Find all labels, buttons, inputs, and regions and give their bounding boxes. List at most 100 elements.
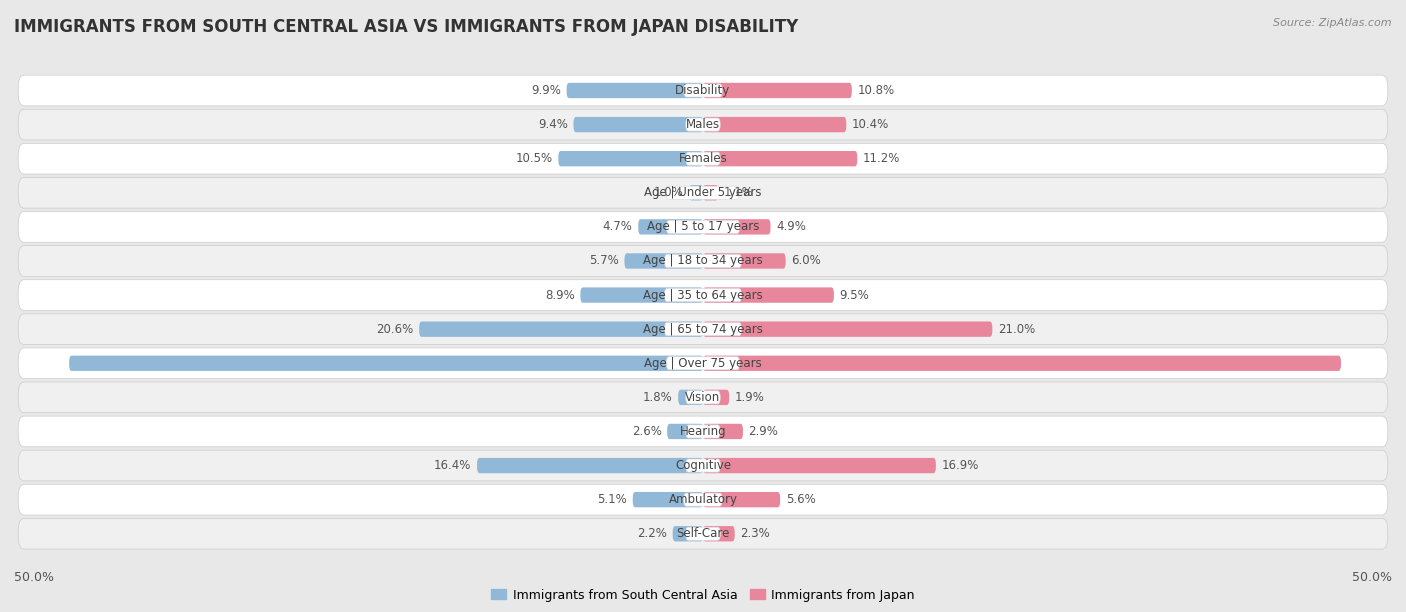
Text: 2.6%: 2.6% [631, 425, 662, 438]
FancyBboxPatch shape [683, 84, 723, 97]
FancyBboxPatch shape [703, 526, 735, 542]
Text: 11.2%: 11.2% [863, 152, 900, 165]
Text: Age | Over 75 years: Age | Over 75 years [644, 357, 762, 370]
Text: 4.7%: 4.7% [603, 220, 633, 233]
FancyBboxPatch shape [686, 118, 720, 131]
FancyBboxPatch shape [703, 492, 780, 507]
Text: Females: Females [679, 152, 727, 165]
Text: 5.7%: 5.7% [589, 255, 619, 267]
FancyBboxPatch shape [666, 357, 740, 370]
Text: 9.5%: 9.5% [839, 289, 869, 302]
Text: 1.1%: 1.1% [724, 186, 754, 200]
FancyBboxPatch shape [703, 356, 1341, 371]
Text: 21.0%: 21.0% [998, 323, 1035, 335]
FancyBboxPatch shape [678, 390, 703, 405]
FancyBboxPatch shape [69, 356, 703, 371]
FancyBboxPatch shape [18, 109, 1388, 140]
Text: 4.9%: 4.9% [776, 220, 806, 233]
FancyBboxPatch shape [703, 151, 858, 166]
Text: Source: ZipAtlas.com: Source: ZipAtlas.com [1274, 18, 1392, 28]
FancyBboxPatch shape [686, 425, 720, 438]
FancyBboxPatch shape [567, 83, 703, 98]
Text: 1.0%: 1.0% [654, 186, 683, 200]
FancyBboxPatch shape [703, 458, 936, 473]
FancyBboxPatch shape [703, 424, 742, 439]
Text: Self-Care: Self-Care [676, 528, 730, 540]
FancyBboxPatch shape [666, 186, 740, 200]
FancyBboxPatch shape [703, 288, 834, 303]
Text: 6.0%: 6.0% [792, 255, 821, 267]
Text: 10.8%: 10.8% [858, 84, 894, 97]
FancyBboxPatch shape [18, 450, 1388, 481]
Text: Males: Males [686, 118, 720, 131]
FancyBboxPatch shape [703, 83, 852, 98]
FancyBboxPatch shape [477, 458, 703, 473]
FancyBboxPatch shape [18, 416, 1388, 447]
Text: Vision: Vision [685, 391, 721, 404]
FancyBboxPatch shape [666, 220, 740, 233]
Text: Age | 35 to 64 years: Age | 35 to 64 years [643, 289, 763, 302]
FancyBboxPatch shape [703, 321, 993, 337]
Text: Ambulatory: Ambulatory [668, 493, 738, 506]
Text: 5.1%: 5.1% [598, 493, 627, 506]
FancyBboxPatch shape [18, 382, 1388, 412]
Text: 10.4%: 10.4% [852, 118, 889, 131]
Text: 50.0%: 50.0% [1353, 571, 1392, 584]
Text: 9.9%: 9.9% [531, 84, 561, 97]
FancyBboxPatch shape [18, 212, 1388, 242]
Text: 8.9%: 8.9% [546, 289, 575, 302]
Legend: Immigrants from South Central Asia, Immigrants from Japan: Immigrants from South Central Asia, Immi… [486, 584, 920, 606]
FancyBboxPatch shape [18, 280, 1388, 310]
FancyBboxPatch shape [638, 219, 703, 234]
FancyBboxPatch shape [686, 391, 720, 404]
FancyBboxPatch shape [18, 177, 1388, 208]
FancyBboxPatch shape [18, 484, 1388, 515]
Text: 9.4%: 9.4% [538, 118, 568, 131]
Text: Age | 18 to 34 years: Age | 18 to 34 years [643, 255, 763, 267]
Text: Hearing: Hearing [679, 425, 727, 438]
Text: 2.2%: 2.2% [637, 528, 668, 540]
Text: Age | Under 5 years: Age | Under 5 years [644, 186, 762, 200]
FancyBboxPatch shape [18, 518, 1388, 549]
Text: 46.3%: 46.3% [1344, 357, 1385, 370]
Text: Disability: Disability [675, 84, 731, 97]
Text: 1.9%: 1.9% [735, 391, 765, 404]
FancyBboxPatch shape [665, 288, 741, 302]
Text: 20.6%: 20.6% [377, 323, 413, 335]
Text: 16.4%: 16.4% [434, 459, 471, 472]
FancyBboxPatch shape [665, 323, 741, 336]
FancyBboxPatch shape [703, 185, 718, 201]
FancyBboxPatch shape [686, 527, 720, 540]
FancyBboxPatch shape [703, 219, 770, 234]
FancyBboxPatch shape [18, 143, 1388, 174]
FancyBboxPatch shape [624, 253, 703, 269]
Text: 2.9%: 2.9% [748, 425, 779, 438]
Text: Age | 5 to 17 years: Age | 5 to 17 years [647, 220, 759, 233]
Text: 16.9%: 16.9% [942, 459, 979, 472]
FancyBboxPatch shape [672, 526, 703, 542]
FancyBboxPatch shape [668, 424, 703, 439]
FancyBboxPatch shape [18, 245, 1388, 276]
Text: 50.0%: 50.0% [14, 571, 53, 584]
FancyBboxPatch shape [703, 117, 846, 132]
FancyBboxPatch shape [581, 288, 703, 303]
Text: IMMIGRANTS FROM SOUTH CENTRAL ASIA VS IMMIGRANTS FROM JAPAN DISABILITY: IMMIGRANTS FROM SOUTH CENTRAL ASIA VS IM… [14, 18, 799, 36]
Text: 10.5%: 10.5% [516, 152, 553, 165]
FancyBboxPatch shape [689, 185, 703, 201]
Text: 46.0%: 46.0% [21, 357, 62, 370]
FancyBboxPatch shape [665, 255, 741, 267]
FancyBboxPatch shape [574, 117, 703, 132]
FancyBboxPatch shape [686, 459, 720, 472]
FancyBboxPatch shape [18, 348, 1388, 379]
FancyBboxPatch shape [686, 152, 720, 165]
Text: 1.8%: 1.8% [643, 391, 672, 404]
FancyBboxPatch shape [18, 314, 1388, 345]
Text: Cognitive: Cognitive [675, 459, 731, 472]
FancyBboxPatch shape [18, 75, 1388, 106]
FancyBboxPatch shape [419, 321, 703, 337]
FancyBboxPatch shape [558, 151, 703, 166]
FancyBboxPatch shape [703, 390, 730, 405]
Text: 5.6%: 5.6% [786, 493, 815, 506]
FancyBboxPatch shape [703, 253, 786, 269]
Text: 2.3%: 2.3% [740, 528, 770, 540]
